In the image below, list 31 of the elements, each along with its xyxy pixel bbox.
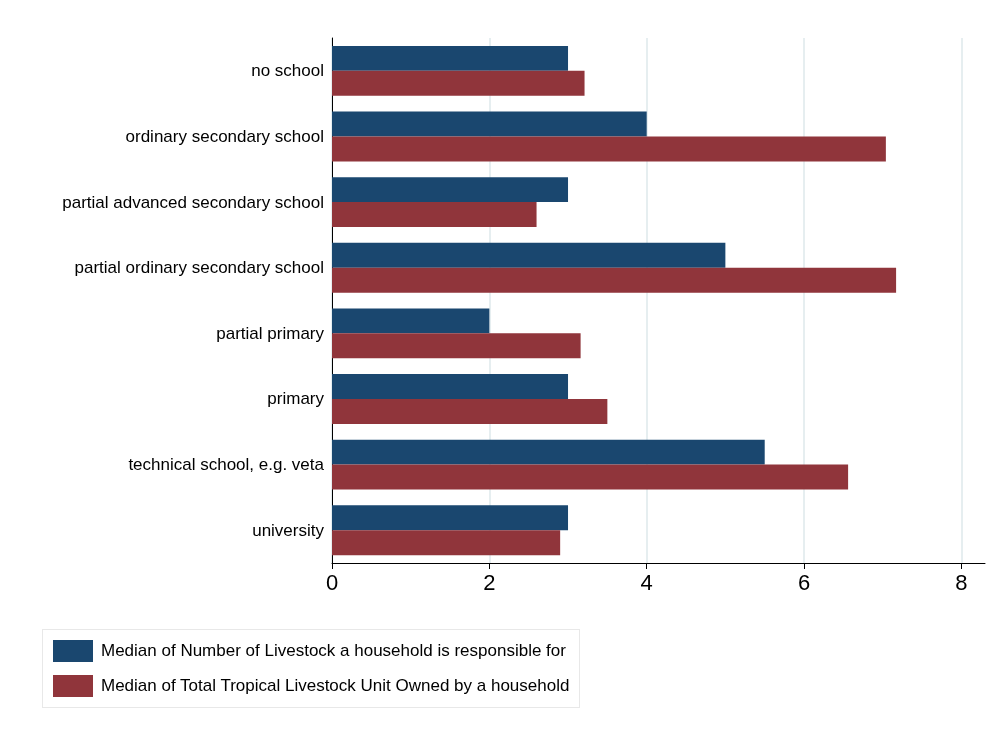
bar [332,202,537,227]
bar [332,267,897,293]
bar [332,70,585,96]
bar [332,464,849,490]
bar [332,308,490,334]
bar [332,398,608,424]
y-tick-label: technical school, e.g. veta [128,455,325,475]
legend-label: Median of Total Tropical Livestock Unit Owned by a household [101,676,570,696]
legend-label: Median of Number of Livestock a household is responsible for [101,641,566,661]
x-tick-label: 6 [797,569,811,595]
bar [332,45,569,71]
y-tick-label: partial ordinary secondary school [74,258,324,278]
x-tick-label: 0 [325,569,339,595]
bar [332,177,569,203]
y-tick-label: partial primary [216,323,325,343]
x-tick-label: 2 [483,569,496,595]
bar [332,242,726,268]
bar [332,136,886,162]
y-tick-label: primary [267,389,325,409]
y-tick-label: no school [251,61,324,81]
bar [332,333,581,359]
bar [332,505,569,531]
y-tick-label: partial advanced secondary school [62,192,324,212]
bar [332,374,569,399]
y-tick-label: ordinary secondary school [125,126,324,146]
bar [332,439,765,465]
x-tick-label: 8 [955,569,968,595]
y-tick-label: university [252,520,325,540]
bar [332,111,647,137]
x-tick-label: 4 [640,569,653,595]
bar [332,530,561,556]
